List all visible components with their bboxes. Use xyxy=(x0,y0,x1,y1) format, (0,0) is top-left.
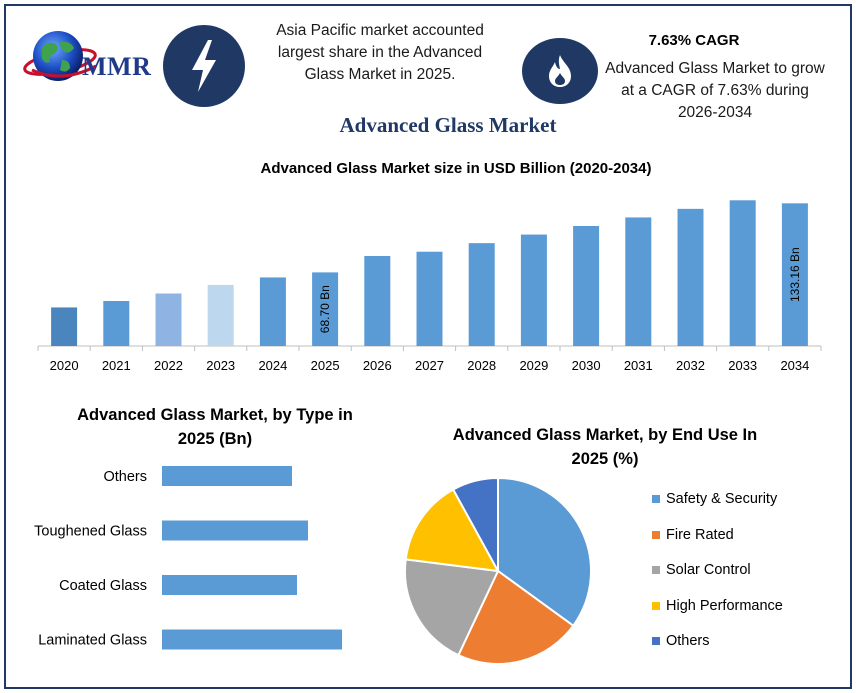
bar-2026 xyxy=(364,256,391,346)
x-tick-label-2030: 2030 xyxy=(572,358,601,373)
lightning-bolt-icon xyxy=(163,25,245,107)
legend-swatch xyxy=(652,530,660,539)
legend-item-safety-security: Safety & Security xyxy=(652,489,783,509)
legend-label: Solar Control xyxy=(666,562,751,578)
bar-2027 xyxy=(416,251,443,346)
bar-2033 xyxy=(729,200,756,346)
hbar-laminated-glass xyxy=(162,629,342,650)
legend-label: Fire Rated xyxy=(666,526,734,543)
legend-item-fire-rated: Fire Rated xyxy=(652,525,783,545)
bar-2031 xyxy=(625,217,652,346)
pie-legend: Safety & Security Fire Rated Solar Control… xyxy=(652,489,783,667)
cagr-title: 7.63% CAGR xyxy=(648,32,740,49)
bar-2020 xyxy=(51,307,78,346)
y-tick-label-toughened-glass: Toughened Glass xyxy=(34,524,147,540)
bar-2021 xyxy=(103,301,130,346)
bar-2023 xyxy=(207,284,234,346)
x-tick-label-2023: 2023 xyxy=(206,358,235,373)
legend-item-solar-control: Solar Control xyxy=(652,560,783,580)
bar-2022 xyxy=(155,293,182,346)
legend-label: Safety & Security xyxy=(666,491,778,507)
legend-swatch xyxy=(652,601,660,610)
legend-item-high-performance: High Performance xyxy=(652,596,783,616)
region-text-line1: Asia Pacific market accounted xyxy=(276,22,484,39)
type-chart-title-line2: 2025 (Bn) xyxy=(177,430,253,448)
x-tick-label-2021: 2021 xyxy=(102,358,131,373)
end-use-pie-chart xyxy=(404,476,592,665)
main-title: Advanced Glass Market xyxy=(339,113,557,137)
bar-2032 xyxy=(677,208,704,346)
hbar-coated-glass xyxy=(162,575,297,595)
x-tick-label-2034: 2034 xyxy=(780,358,809,373)
x-tick-label-2027: 2027 xyxy=(415,358,444,373)
type-chart-title-line1: Advanced Glass Market, by Type in xyxy=(77,406,353,424)
x-tick-label-2024: 2024 xyxy=(258,358,287,373)
cagr-text-line1: Advanced Glass Market to grow xyxy=(605,60,825,77)
logo-text: MMR xyxy=(82,52,152,81)
data-label-2034: 133.16 Bn xyxy=(788,247,802,302)
region-share-text: Asia Pacific market accounted largest sh… xyxy=(258,20,502,86)
market-size-chart-title: Advanced Glass Market size in USD Billio… xyxy=(260,160,652,177)
legend-swatch xyxy=(652,495,660,503)
x-tick-label-2026: 2026 xyxy=(363,358,392,373)
region-text-line3: Glass Market in 2025. xyxy=(304,66,456,83)
bar-2029 xyxy=(520,234,547,346)
pie-slice-high-performance xyxy=(404,488,500,573)
pie-slice-others xyxy=(451,476,499,572)
legend-swatch xyxy=(652,566,660,574)
cagr-text-line2: at a CAGR of 7.63% during xyxy=(621,82,809,99)
x-tick-label-2025: 2025 xyxy=(311,358,340,373)
data-label-2025: 68.70 Bn xyxy=(318,285,332,333)
bar-2024 xyxy=(259,277,286,346)
legend-swatch xyxy=(652,637,660,645)
bar-2028 xyxy=(468,243,495,346)
y-tick-label-others: Others xyxy=(103,469,147,485)
legend-label: Others xyxy=(666,633,710,649)
market-size-bar-chart: 2020 2021 2022 2023 2024 2025 68.70 Bn 2026 2027… xyxy=(37,200,822,373)
end-use-chart-title-line2: 2025 (%) xyxy=(571,450,639,468)
type-horizontal-bar-chart: Others Toughened Glass Coated Glass Laminat… xyxy=(34,450,342,668)
legend-label: High Performance xyxy=(666,597,783,614)
flame-icon xyxy=(522,38,598,104)
x-tick-label-2033: 2033 xyxy=(728,358,757,373)
end-use-chart-title-line1: Advanced Glass Market, by End Use In xyxy=(452,426,758,444)
type-chart-title: Advanced Glass Market, by Type in 2025 (… xyxy=(40,403,390,451)
x-tick-label-2029: 2029 xyxy=(519,358,548,373)
x-tick-label-2028: 2028 xyxy=(467,358,496,373)
x-tick-label-2032: 2032 xyxy=(676,358,705,373)
bar-2030 xyxy=(573,226,600,346)
bar-2025 xyxy=(312,272,339,346)
pie-slice-safety-security xyxy=(497,476,592,628)
pie-slice-solar-control xyxy=(404,558,500,657)
end-use-chart-title: Advanced Glass Market, by End Use In 202… xyxy=(420,423,790,471)
globe-logo-icon xyxy=(23,31,97,81)
x-tick-label-2022: 2022 xyxy=(154,358,183,373)
hbar-others xyxy=(162,466,292,486)
region-text-line2: largest share in the Advanced xyxy=(277,44,483,61)
page-frame xyxy=(4,4,852,689)
bar-2034 xyxy=(781,203,808,346)
cagr-text: Advanced Glass Market to grow at a CAGR … xyxy=(600,58,830,124)
y-tick-label-laminated-glass: Laminated Glass xyxy=(38,633,147,649)
cagr-text-line3: 2026-2034 xyxy=(677,104,753,121)
hbar-toughened-glass xyxy=(162,520,308,541)
x-tick-label-2031: 2031 xyxy=(624,358,653,373)
x-tick-label-2020: 2020 xyxy=(50,358,79,373)
legend-item-others: Others xyxy=(652,631,783,651)
y-tick-label-coated-glass: Coated Glass xyxy=(59,578,147,594)
